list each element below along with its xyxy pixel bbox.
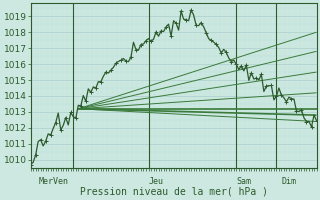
Text: Dim: Dim (281, 177, 296, 186)
Text: MerVen: MerVen (38, 177, 68, 186)
X-axis label: Pression niveau de la mer( hPa ): Pression niveau de la mer( hPa ) (80, 187, 268, 197)
Text: Jeu: Jeu (148, 177, 164, 186)
Text: Sam: Sam (236, 177, 251, 186)
